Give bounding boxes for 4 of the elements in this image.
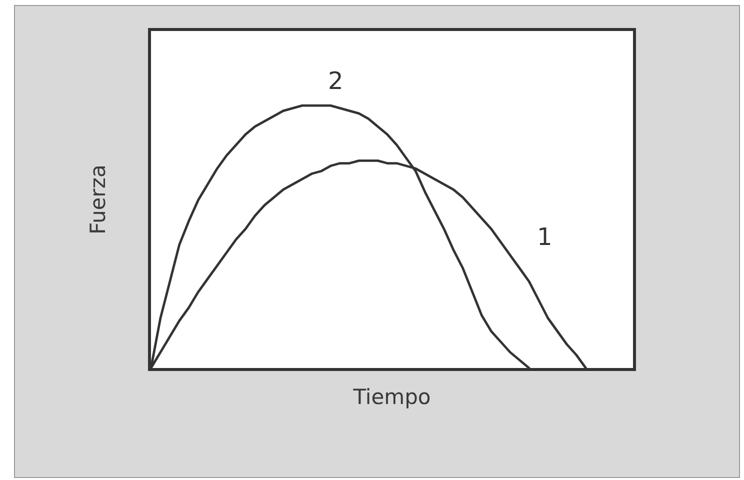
y-axis-title: Fuerza <box>86 164 110 234</box>
x-axis-title: Tiempo <box>352 385 431 410</box>
series-label: 1 <box>537 223 552 251</box>
series-label: 2 <box>328 67 344 95</box>
